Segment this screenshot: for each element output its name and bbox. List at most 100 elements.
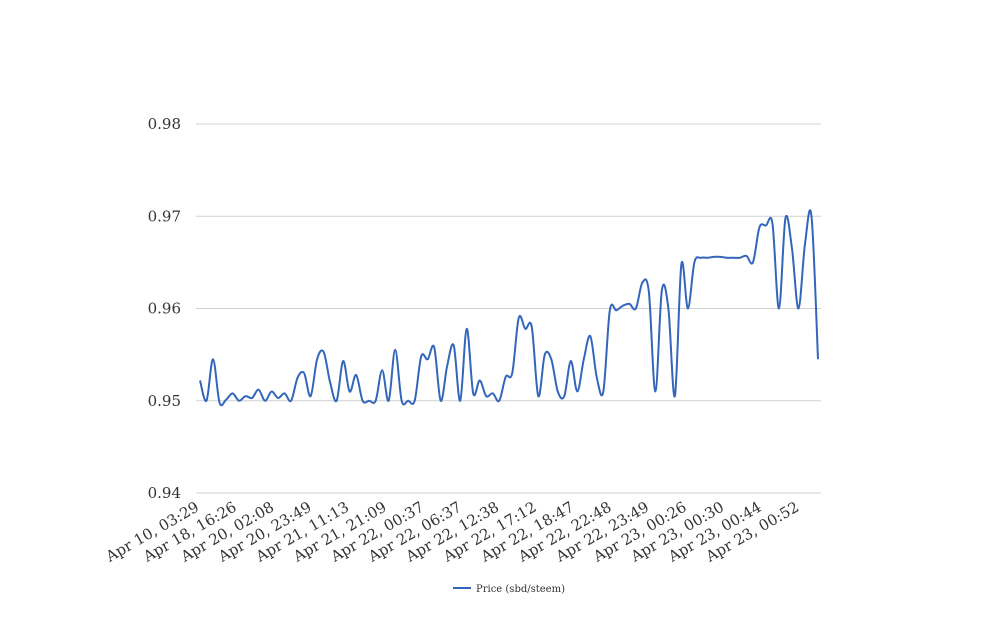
data-point [511, 372, 513, 374]
y-tick-label: 0.96 [148, 300, 181, 318]
data-point [225, 399, 227, 401]
data-point [472, 392, 474, 394]
data-point [440, 400, 442, 402]
data-point [544, 354, 546, 356]
data-point [609, 309, 611, 311]
data-point [628, 303, 630, 305]
data-point [563, 395, 565, 397]
data-point [524, 328, 526, 330]
data-point [791, 248, 793, 250]
data-point [661, 289, 663, 291]
data-point [752, 261, 754, 263]
data-point [427, 358, 429, 360]
data-point [414, 400, 416, 402]
data-point [778, 308, 780, 310]
data-point [368, 400, 370, 402]
data-point [537, 395, 539, 397]
data-point [199, 379, 201, 381]
data-point [303, 372, 305, 374]
data-point [732, 257, 734, 259]
data-point [479, 379, 481, 381]
data-point [713, 256, 715, 258]
data-point [797, 308, 799, 310]
data-point [726, 257, 728, 259]
data-point [420, 355, 422, 357]
data-point [245, 395, 247, 397]
data-point [459, 400, 461, 402]
data-point [680, 263, 682, 265]
data-point [687, 308, 689, 310]
data-point [323, 351, 325, 353]
y-tick-label: 0.97 [148, 207, 181, 225]
data-point [576, 391, 578, 393]
data-point [817, 358, 819, 360]
data-point [557, 391, 559, 393]
data-point [693, 261, 695, 263]
data-point [446, 365, 448, 367]
data-point [739, 257, 741, 259]
data-point [648, 291, 650, 293]
data-point [206, 400, 208, 402]
data-point [654, 391, 656, 393]
data-point [667, 308, 669, 310]
data-point [622, 305, 624, 307]
data-point [602, 391, 604, 393]
data-point [758, 226, 760, 228]
data-point [784, 217, 786, 219]
data-point [277, 397, 279, 399]
data-point [342, 360, 344, 362]
data-point [771, 223, 773, 225]
legend-label: Price (sbd/steem) [476, 584, 565, 595]
data-point [316, 358, 318, 360]
data-point [212, 358, 214, 360]
data-point [641, 282, 643, 284]
data-point [700, 257, 702, 259]
data-point [635, 308, 637, 310]
data-point [804, 243, 806, 245]
data-point [706, 257, 708, 259]
data-point [810, 215, 812, 217]
gridlines [196, 123, 821, 494]
data-point [745, 255, 747, 257]
data-point [394, 349, 396, 351]
data-point [381, 369, 383, 371]
data-point [238, 400, 240, 402]
data-point [505, 376, 507, 378]
data-point [407, 400, 409, 402]
y-tick-label: 0.94 [148, 484, 181, 502]
data-point [765, 224, 767, 226]
data-point [498, 400, 500, 402]
data-point [329, 381, 331, 383]
data-point [433, 346, 435, 348]
data-point [355, 374, 357, 376]
data-point [375, 400, 377, 402]
series-line [199, 209, 819, 407]
data-point [310, 395, 312, 397]
data-point [531, 326, 533, 328]
data-point [589, 335, 591, 337]
data-point [615, 309, 617, 311]
data-point [362, 400, 364, 402]
data-point [297, 377, 299, 379]
data-point [284, 392, 286, 394]
data-point [492, 392, 494, 394]
data-point [258, 389, 260, 391]
series-layer [199, 209, 819, 407]
data-point [719, 256, 721, 258]
data-point [453, 344, 455, 346]
legend: Price (sbd/steem) [453, 584, 565, 595]
data-point [271, 391, 273, 393]
data-point [674, 395, 676, 397]
y-tick-label: 0.95 [148, 392, 181, 410]
data-point [466, 328, 468, 330]
data-point [583, 358, 585, 360]
data-point [570, 360, 572, 362]
data-point [219, 402, 221, 404]
data-point [290, 400, 292, 402]
data-point [485, 395, 487, 397]
data-point [251, 397, 253, 399]
y-tick-label: 0.98 [148, 115, 181, 133]
